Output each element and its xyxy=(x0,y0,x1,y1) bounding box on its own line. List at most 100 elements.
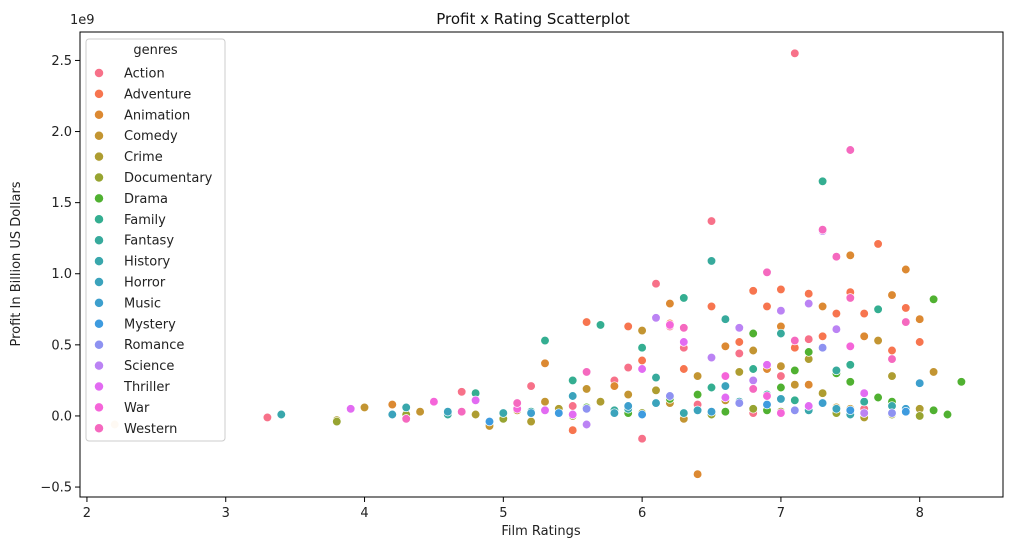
data-point-crime-13 xyxy=(526,416,536,427)
data-point-animation-14 xyxy=(387,399,397,410)
data-point-romance-4 xyxy=(790,405,800,415)
data-point-action-12 xyxy=(776,371,786,381)
legend-label-animation: Animation xyxy=(124,108,190,123)
data-point-comedy-15 xyxy=(776,361,786,371)
data-point-western-10 xyxy=(457,407,467,417)
data-point-adventure-18 xyxy=(679,364,689,374)
legend-label-history: History xyxy=(124,255,171,270)
data-point-animation-4 xyxy=(859,331,869,341)
data-point-war-0 xyxy=(665,320,675,330)
data-point-drama-7 xyxy=(748,328,758,339)
data-point-thriller-1 xyxy=(470,395,481,405)
data-point-mystery-1 xyxy=(762,399,772,410)
data-point-comedy-3 xyxy=(637,325,647,336)
y-tick-label: 2.5 xyxy=(51,54,72,69)
data-point-music-4 xyxy=(623,401,633,411)
data-point-fantasy-4 xyxy=(651,372,661,383)
data-point-history-1 xyxy=(401,402,411,413)
data-point-comedy-9 xyxy=(928,367,939,377)
y-axis-offset-label: 1e9 xyxy=(70,13,95,28)
legend-label-music: Music xyxy=(124,296,161,311)
legend-marker-fantasy xyxy=(94,235,104,246)
data-point-mystery-2 xyxy=(637,409,647,420)
legend-label-action: Action xyxy=(124,67,165,82)
data-point-adventure-19 xyxy=(887,345,897,356)
data-point-war-2 xyxy=(720,371,731,381)
data-point-adventure-6 xyxy=(706,301,717,312)
data-point-science-5 xyxy=(706,352,717,363)
data-point-horror-3 xyxy=(651,398,661,408)
data-point-history-7 xyxy=(679,408,689,418)
data-point-family-4 xyxy=(845,360,855,370)
data-point-horror-7 xyxy=(387,409,397,420)
legend-marker-history xyxy=(94,256,104,267)
data-point-animation-6 xyxy=(720,341,731,351)
data-point-music-5 xyxy=(526,408,536,418)
data-point-adventure-11 xyxy=(817,331,828,341)
data-point-adventure-12 xyxy=(859,308,869,319)
legend-label-thriller: Thriller xyxy=(123,380,170,395)
y-axis: −0.5 0.0 0.5 1.0 1.5 2.0 2.5 xyxy=(40,54,80,496)
legend-marker-adventure xyxy=(94,88,104,99)
legend-label-mystery: Mystery xyxy=(124,317,176,332)
legend-marker-drama xyxy=(94,193,104,204)
data-point-thriller-0 xyxy=(346,404,356,414)
legend-marker-comedy xyxy=(94,130,104,141)
data-point-thriller-9 xyxy=(568,409,578,420)
data-point-family-5 xyxy=(637,343,647,353)
legend-label-fantasy: Fantasy xyxy=(124,234,174,249)
data-point-thriller-4 xyxy=(720,392,731,403)
data-point-science-3 xyxy=(776,306,786,316)
data-point-drama-4 xyxy=(942,409,953,420)
data-point-thriller-8 xyxy=(762,360,772,370)
data-point-extra-0 xyxy=(262,412,273,423)
data-point-drama-17 xyxy=(790,365,800,376)
data-point-adventure-14 xyxy=(748,286,758,296)
data-point-comedy-8 xyxy=(873,335,883,346)
data-point-family-0 xyxy=(817,176,828,186)
data-point-thriller-3 xyxy=(637,364,647,374)
data-point-drama-3 xyxy=(956,377,967,387)
data-point-drama-1 xyxy=(873,392,883,403)
data-point-war-6 xyxy=(776,408,786,418)
data-point-family-2 xyxy=(679,293,689,303)
data-point-horror-2 xyxy=(568,391,578,401)
data-point-adventure-13 xyxy=(734,337,744,347)
data-point-animation-8 xyxy=(817,301,828,312)
legend-marker-documentary xyxy=(94,172,104,183)
data-point-action-9 xyxy=(637,434,647,444)
legend-marker-family xyxy=(94,214,104,225)
data-point-western-7 xyxy=(581,367,592,377)
y-tick-label: −0.5 xyxy=(40,481,72,496)
data-point-horror-8 xyxy=(609,408,620,418)
legend-marker-horror xyxy=(94,277,104,287)
data-point-romance-0 xyxy=(817,343,828,353)
data-point-western-4 xyxy=(845,293,855,303)
data-point-western-0 xyxy=(845,145,855,155)
data-point-adventure-5 xyxy=(915,337,925,347)
data-point-adventure-1 xyxy=(804,289,814,299)
x-axis-title: Film Ratings xyxy=(501,524,580,539)
data-point-family-3 xyxy=(748,364,758,374)
data-point-romance-2 xyxy=(665,391,675,401)
data-point-comedy-18 xyxy=(415,407,425,417)
data-point-war-5 xyxy=(762,391,772,401)
data-point-horror-4 xyxy=(720,381,731,391)
data-point-romance-5 xyxy=(887,408,897,418)
data-point-family-11 xyxy=(568,375,578,386)
data-point-crime-3 xyxy=(651,385,661,395)
data-point-music-3 xyxy=(706,407,717,417)
data-point-comedy-12 xyxy=(623,389,633,400)
data-point-animation-0 xyxy=(692,469,703,479)
data-point-drama-10 xyxy=(776,382,786,393)
data-point-history-0 xyxy=(276,409,286,420)
points-layer xyxy=(110,48,967,479)
chart-title: Profit x Rating Scatterplot xyxy=(436,10,630,28)
data-point-science-4 xyxy=(651,313,661,323)
data-point-drama-12 xyxy=(720,407,731,417)
data-point-adventure-4 xyxy=(901,303,911,313)
data-point-crime-8 xyxy=(595,397,606,407)
data-point-comedy-5 xyxy=(748,345,758,356)
data-point-western-5 xyxy=(901,317,911,327)
